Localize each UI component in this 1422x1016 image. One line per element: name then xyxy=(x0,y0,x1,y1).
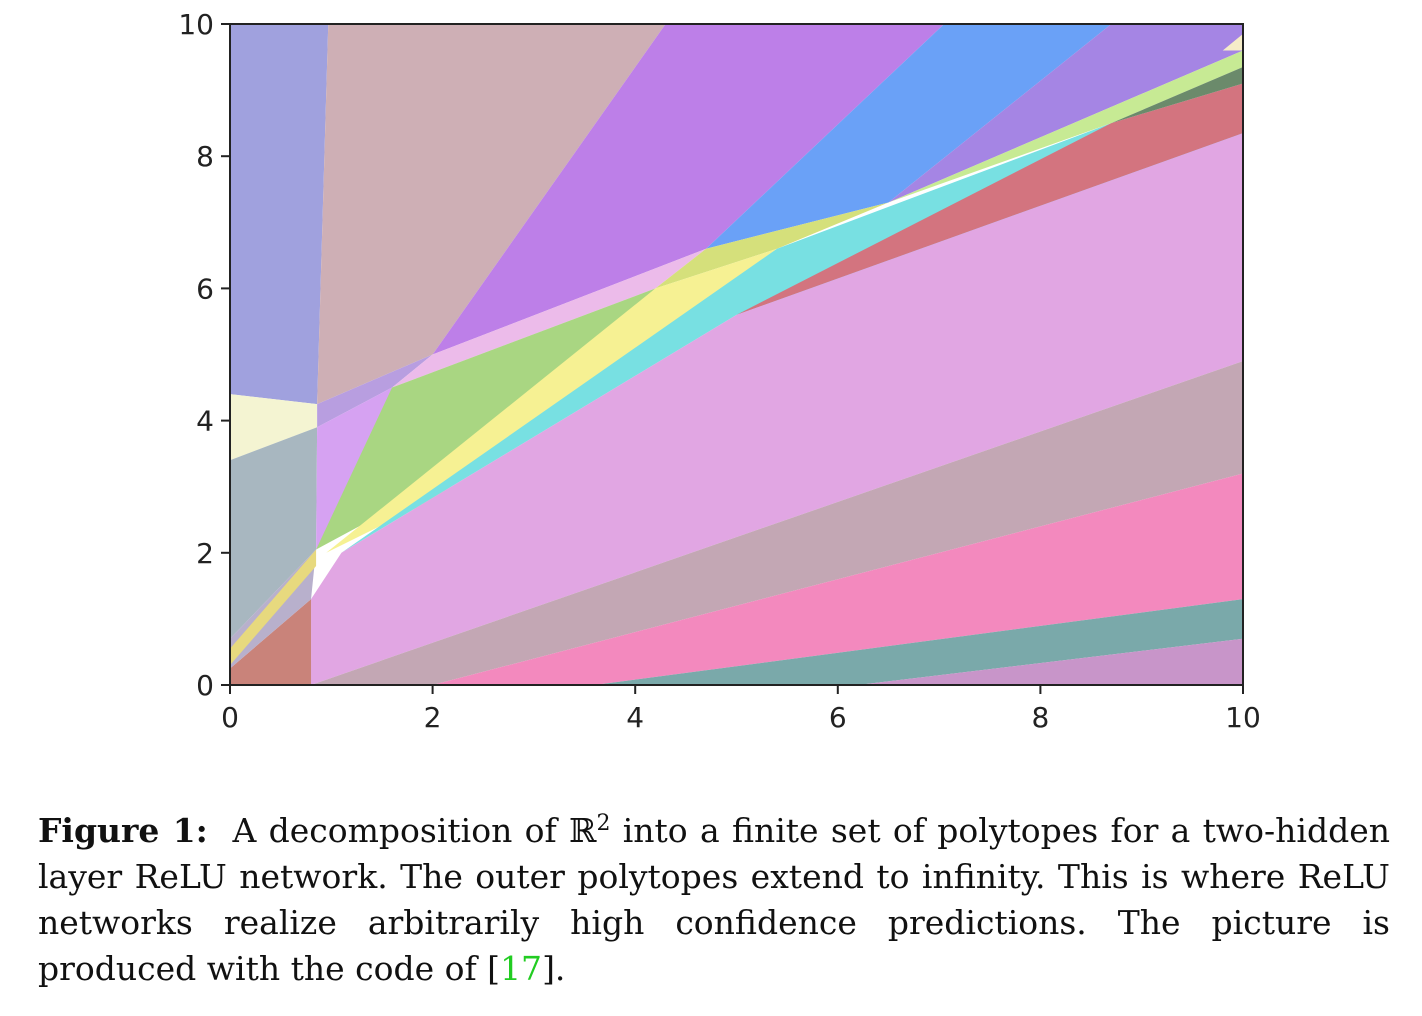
polytope-region-22 xyxy=(594,599,1243,685)
polytope-region-2 xyxy=(230,394,318,461)
x-tick-label: 10 xyxy=(1225,701,1261,734)
polytope-region-18 xyxy=(1222,33,1243,51)
caption-text-before: A decomposition of ℝ xyxy=(232,811,597,850)
polytope-region-23 xyxy=(858,638,1243,685)
polytope-region-3 xyxy=(230,427,318,639)
polytope-region-7 xyxy=(888,24,1243,203)
x-tick-label: 4 xyxy=(626,701,644,734)
polytope-region-4 xyxy=(317,24,666,405)
polytope-region-26 xyxy=(230,549,317,666)
regions-layer xyxy=(230,24,1244,685)
polytope-region-11 xyxy=(316,288,656,550)
polytope-region-20 xyxy=(311,361,1243,685)
polytope-region-10 xyxy=(392,248,707,388)
figure-caption: Figure 1: A decomposition of ℝ2 into a f… xyxy=(38,808,1390,992)
citation-link[interactable]: 17 xyxy=(500,949,543,988)
x-tick-label: 2 xyxy=(424,701,442,734)
axes-layer: 0 2 4 6 8 10 0 2 4 6 8 10 xyxy=(178,8,1260,734)
polytope-region-13 xyxy=(326,248,778,553)
y-tick-label: 2 xyxy=(196,537,214,570)
x-tick-label: 0 xyxy=(221,701,239,734)
polytope-region-6 xyxy=(706,24,1112,249)
figure-label: Figure 1: xyxy=(38,811,208,850)
caption-text-end: ]. xyxy=(542,949,566,988)
polytope-region-16 xyxy=(888,50,1243,203)
polytope-region-19 xyxy=(311,133,1243,685)
polytope-region-24 xyxy=(230,599,312,685)
polytope-plot: 0 2 4 6 8 10 0 2 4 6 8 10 xyxy=(178,8,1260,734)
polytope-region-15 xyxy=(736,83,1243,315)
y-tick-label: 4 xyxy=(196,405,214,438)
polytope-region-21 xyxy=(432,473,1244,685)
polytope-region-8 xyxy=(317,354,433,428)
polytope-region-17 xyxy=(1111,66,1243,124)
y-tick-label: 6 xyxy=(196,272,214,305)
y-tick-label: 10 xyxy=(178,8,214,41)
y-tick-label: 0 xyxy=(196,669,214,702)
plot-frame xyxy=(229,23,1244,686)
polytope-region-12 xyxy=(655,202,889,289)
caption-text-after: into a finite set of polytopes for a two… xyxy=(38,811,1390,988)
polytope-region-1 xyxy=(230,24,329,405)
polytope-region-5 xyxy=(432,24,945,355)
y-tick-label: 8 xyxy=(196,140,214,173)
caption-superscript: 2 xyxy=(596,811,611,836)
x-tick-label: 6 xyxy=(829,701,847,734)
x-tick-label: 8 xyxy=(1031,701,1049,734)
